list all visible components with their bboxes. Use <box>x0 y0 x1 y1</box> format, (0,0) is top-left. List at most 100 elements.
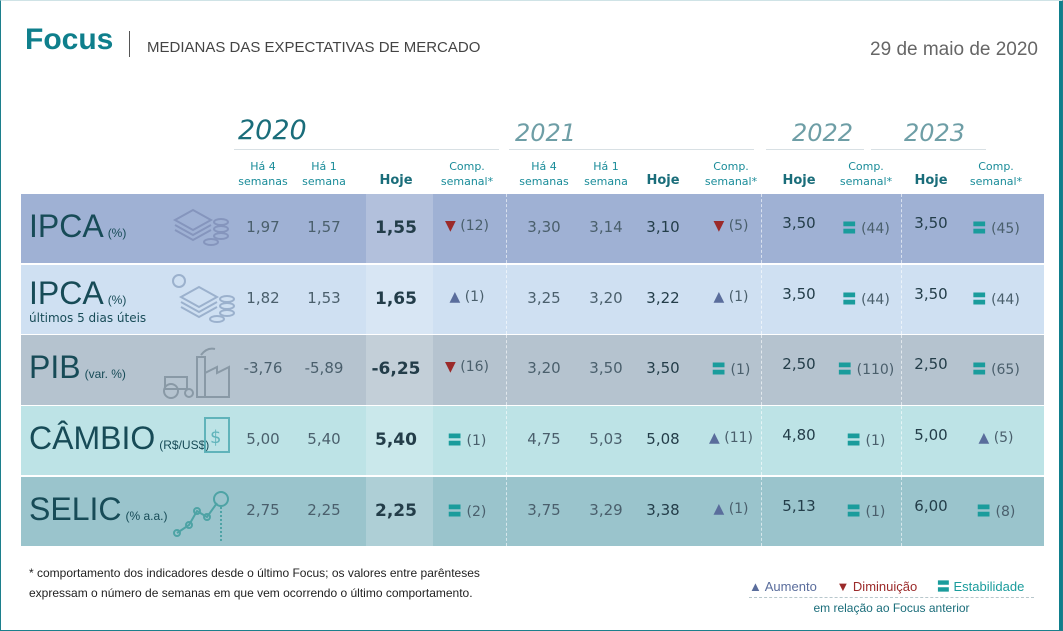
value-cell: 3,50 <box>914 214 948 232</box>
column-divider <box>901 477 902 546</box>
indicator-row: IPCA (%) 1,97 1,57 1,55 ▼ (12) 3,30 3,14 3,10 ▼ (… <box>21 194 1044 263</box>
indicator-label: IPCA <box>29 208 104 244</box>
triangle-down-icon: ▼ <box>713 218 729 234</box>
value-cell: 3,10 <box>646 218 680 236</box>
header-weekly-comp-2021-line: semanal* <box>704 175 758 188</box>
today-column-highlight <box>366 265 433 334</box>
equals-icon: 〓 <box>711 362 731 378</box>
weeks-count: (2) <box>466 504 487 520</box>
column-divider <box>761 194 762 263</box>
column-divider <box>506 335 507 405</box>
year-2022: 2022 <box>792 119 854 147</box>
weekly-comparison: 〓 (1) <box>826 430 906 450</box>
header-weekly-comp-2020: Comp. semanal* <box>432 159 502 189</box>
legend: ▲ Aumento ▼ Diminuição 〓 Estabilidade <box>749 576 1040 595</box>
weeks-count: (110) <box>856 362 895 378</box>
value-cell: 4,75 <box>527 430 561 448</box>
header-1-week-2020-line: Há 1 <box>311 160 337 173</box>
legend-up-label: Aumento <box>764 579 817 594</box>
indicator-unit: (var. %) <box>84 367 126 381</box>
triangle-up-icon: ▲ <box>449 289 465 305</box>
weekly-comparison: 〓 (1) <box>427 430 507 450</box>
weeks-count: (1) <box>466 433 487 449</box>
weekly-comparison: ▼ (16) <box>427 359 507 375</box>
equals-icon: 〓 <box>837 362 857 378</box>
header-weekly-comp-2023: Comp. semanal* <box>961 159 1031 189</box>
value-cell: 3,30 <box>527 218 561 236</box>
weekly-comparison: 〓 (44) <box>826 289 906 309</box>
weekly-comparison: 〓 (44) <box>826 218 906 238</box>
legend-down: ▼ Diminuição <box>836 579 918 594</box>
header-today-2023: Hoje <box>914 173 948 188</box>
equals-icon: 〓 <box>447 504 467 520</box>
value-cell: 5,00 <box>246 430 280 448</box>
weekly-comparison: 〓 (2) <box>427 501 507 521</box>
weeks-count: (5) <box>728 218 749 234</box>
money-coins-icon <box>171 202 231 250</box>
weekly-comparison: ▼ (5) <box>691 218 771 234</box>
value-cell: 1,65 <box>375 289 417 309</box>
header-1-week-2021: Há 1 semana <box>571 159 641 189</box>
weeks-count: (16) <box>460 359 489 375</box>
weekly-comparison: 〓 (110) <box>826 359 906 379</box>
weeks-count: (1) <box>728 501 749 517</box>
report-subtitle: MEDIANAS DAS EXPECTATIVAS DE MERCADO <box>147 39 481 56</box>
indicator-row: SELIC (% a.a.) 2,75 2,25 2,25 〓 (2) 3,75 3,29 3,… <box>21 477 1044 546</box>
triangle-up-icon: ▲ <box>713 289 729 305</box>
indicator-row: IPCA (%) últimos 5 dias úteis 1,82 1,53 1,65 ▲… <box>21 265 1044 334</box>
value-cell: 3,14 <box>589 218 623 236</box>
indicator-note: últimos 5 dias úteis <box>29 311 147 325</box>
value-cell: 3,29 <box>589 501 623 519</box>
header-4-weeks-2021-line: semanas <box>519 175 569 188</box>
weeks-count: (1) <box>865 504 886 520</box>
column-divider <box>761 477 762 546</box>
value-cell: 2,50 <box>782 355 816 373</box>
value-cell: 1,57 <box>307 218 341 236</box>
header-1-week-2020: Há 1 semana <box>289 159 359 189</box>
legend-eq-label: Estabilidade <box>953 579 1025 594</box>
column-divider <box>901 265 902 334</box>
indicator-unit: (R$/US$) <box>159 438 210 452</box>
header-weekly-comp-2022: Comp. semanal* <box>831 159 901 189</box>
column-divider <box>901 194 902 263</box>
indicator-name: PIB (var. %) <box>29 349 126 386</box>
weeks-count: (44) <box>991 292 1020 308</box>
value-cell: 5,40 <box>307 430 341 448</box>
today-column-highlight <box>366 477 433 546</box>
value-cell: 1,55 <box>375 218 417 238</box>
weeks-count: (44) <box>861 221 890 237</box>
column-divider <box>761 265 762 334</box>
value-cell: 2,25 <box>307 501 341 519</box>
footnote: * comportamento dos indicadores desde o … <box>29 566 480 600</box>
money-coins-dollar-icon <box>171 273 237 327</box>
value-cell: 5,40 <box>375 430 417 450</box>
indicator-unit: (% a.a.) <box>125 509 168 523</box>
value-cell: -6,25 <box>371 359 421 379</box>
value-cell: 5,13 <box>782 497 816 515</box>
header-weekly-comp-2022-line: semanal* <box>839 175 893 188</box>
triangle-up-icon: ▲ <box>713 501 729 517</box>
weeks-count: (5) <box>993 430 1014 446</box>
equals-icon: 〓 <box>846 433 866 449</box>
divider <box>871 149 986 150</box>
year-2023: 2023 <box>904 119 966 147</box>
brand-title: Focus <box>25 23 114 56</box>
indicator-name: CÂMBIO (R$/US$) <box>29 420 209 457</box>
indicator-row: PIB (var. %) -3,76 -5,89 -6,25 ▼ (16) 3,20 3,50… <box>21 335 1044 405</box>
column-divider <box>506 194 507 263</box>
year-2020: 2020 <box>238 115 307 146</box>
header-1-week-2021-line: semana <box>584 175 628 188</box>
value-cell: 5,03 <box>589 430 623 448</box>
weeks-count: (1) <box>728 289 749 305</box>
weeks-count: (8) <box>995 504 1016 520</box>
triangle-down-icon: ▼ <box>445 359 461 375</box>
equals-icon: 〓 <box>447 433 467 449</box>
equals-icon: 〓 <box>972 221 992 237</box>
header-today-2021: Hoje <box>646 173 680 188</box>
legend-subtitle: em relação ao Focus anterior <box>813 601 970 615</box>
header-4-weeks-2020: Há 4 semanas <box>228 159 298 189</box>
header-today-2020: Hoje <box>379 173 413 188</box>
weekly-comparison: 〓 (44) <box>956 289 1036 309</box>
weekly-comparison: ▲ (1) <box>691 289 771 305</box>
value-cell: 3,38 <box>646 501 680 519</box>
